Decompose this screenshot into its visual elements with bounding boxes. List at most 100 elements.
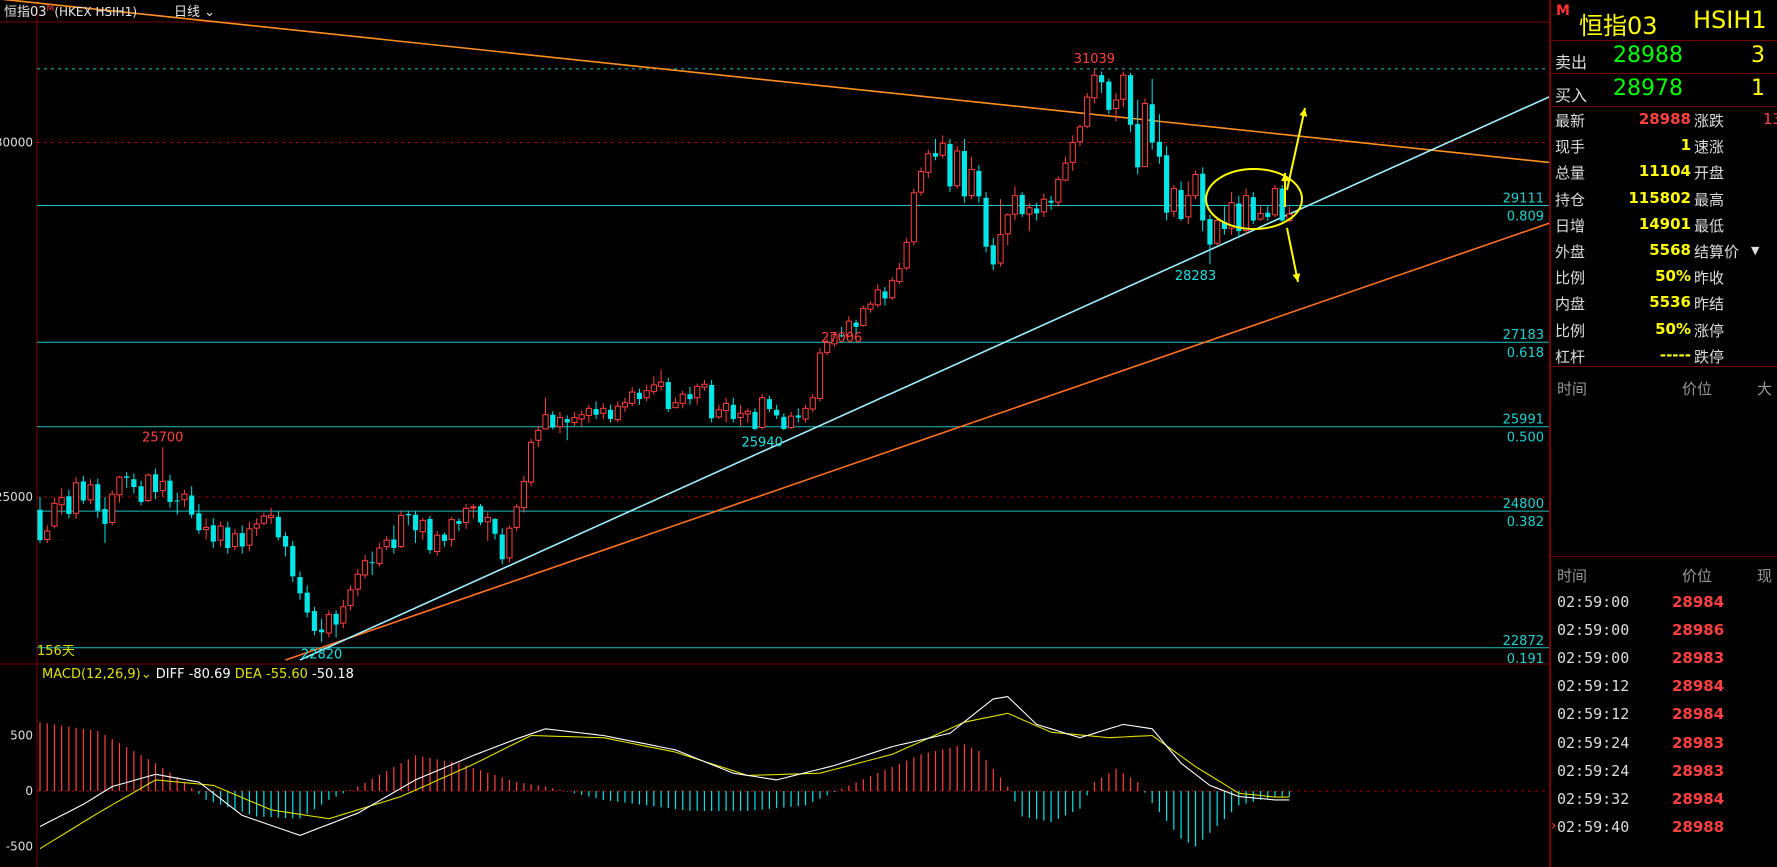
candle-body [621, 402, 629, 408]
arrow-down [1286, 227, 1299, 283]
tick-time: 02:59:12 [1557, 705, 1630, 724]
candle-body [282, 535, 289, 547]
candle-body [369, 562, 375, 564]
trendline [285, 222, 1549, 661]
macd-panel: 500 0 -500 MACD(12,26,9)⌄ DIFF -80.69 DEA -… [6, 667, 1549, 853]
candle-body [124, 476, 130, 478]
tick-row[interactable]: 02:59:00 28984 [1551, 589, 1777, 617]
price-annotation: 31039 [1074, 52, 1115, 67]
stat-label: 比例 [1555, 321, 1586, 340]
chart-frame [0, 0, 1549, 867]
candle-body [1164, 155, 1170, 213]
stat-field-label: 最高 [1694, 190, 1725, 209]
price-annotation: 28283 [1175, 269, 1216, 284]
tick-time: 02:59:32 [1557, 789, 1630, 808]
tick-row[interactable]: 02:59:12 28984 [1551, 701, 1777, 729]
tick-row[interactable]: 02:59:24 28983 [1551, 730, 1777, 758]
candle-body [766, 399, 773, 410]
stat-value: ----- [1659, 345, 1691, 364]
tick-price: 28984 [1672, 593, 1725, 611]
stat-row: 日增 14901 最低 [1551, 215, 1777, 241]
candle-body [196, 513, 202, 531]
candle-body [405, 513, 411, 516]
fib-price-label: 25991 [1503, 413, 1544, 428]
candle-body [1011, 195, 1019, 215]
tick-time: 02:59:24 [1557, 733, 1630, 752]
candle-body [542, 414, 549, 430]
stat-field-label: 涨跌 [1694, 112, 1725, 130]
candle-body [145, 474, 152, 502]
candle-body [809, 397, 816, 410]
tick-row[interactable]: 02:59:32 28984 [1551, 786, 1777, 814]
candle-body [839, 335, 845, 337]
tick-row[interactable]: 02:59:00 28986 [1551, 617, 1777, 645]
candle-body [867, 303, 874, 310]
tick-price: 28984 [1672, 789, 1725, 808]
candle-body [260, 515, 267, 524]
candle-body [462, 507, 470, 523]
candle-body [333, 613, 339, 625]
candles [37, 68, 1293, 643]
candle-body [932, 153, 939, 157]
candle-body [340, 606, 347, 624]
trendline [1, 0, 1549, 164]
candle-body [722, 402, 730, 411]
buy-row[interactable]: 买入 28978 1 [1551, 74, 1777, 107]
candle-body [1242, 195, 1250, 231]
candle-body [593, 409, 599, 415]
tick-header-price: 价位 [1682, 567, 1713, 585]
macd-tick-label: 500 [10, 728, 33, 742]
candle-body [1127, 75, 1134, 125]
fib-price-label: 29111 [1503, 192, 1544, 207]
candle-body [874, 289, 881, 306]
fib-labels: 29111 0.809 27183 0.618 25991 0.500 24800 0.382… [1503, 192, 1544, 667]
stat-label: 持仓 [1555, 190, 1586, 209]
candle-body [73, 482, 80, 514]
price-annotation: 27006 [821, 331, 862, 346]
candle-body [297, 577, 303, 594]
stat-row: 总量 11104 开盘 [1551, 162, 1777, 188]
stat-field-label: 跌停 [1694, 347, 1725, 366]
tick-row[interactable]: 02:59:00 28983 [1551, 645, 1777, 673]
stat-label: 内盘 [1555, 295, 1586, 314]
candle-body [1112, 99, 1120, 109]
sell-row[interactable]: 卖出 28988 3 [1551, 41, 1777, 74]
candle-body [499, 534, 505, 560]
candle-body [434, 534, 441, 553]
stat-value: 11104 [1638, 162, 1691, 181]
candle-body [701, 383, 708, 388]
macd-tick-label: 0 [25, 784, 33, 798]
tick-row[interactable]: 02:59:24 28983 [1551, 758, 1777, 786]
candle-body [694, 385, 701, 399]
candle-body [1106, 81, 1112, 110]
stat-label: 总量 [1555, 164, 1586, 183]
candle-body [600, 407, 607, 414]
candle-body [831, 334, 838, 345]
dropdown-icon[interactable]: ▼ [1751, 244, 1760, 257]
candle-body [556, 417, 564, 428]
chart-titles: 恒指03M(HKEX HSIH1) 日线 ⌄ [4, 4, 215, 20]
stat-value: 115802 [1628, 188, 1691, 207]
price-lines: 30000 25000 [0, 68, 1549, 649]
candle-body [419, 519, 426, 533]
tick-row[interactable]: › 02:59:40 28988 [1551, 814, 1777, 842]
period-selector[interactable]: 日线 ⌄ [174, 5, 215, 20]
fib-ratio-label: 0.500 [1507, 431, 1544, 446]
stat-row: 杠杆 ----- 跌停 [1551, 346, 1777, 372]
kline-chart[interactable]: 30000 25000 31039 27006 25700 25940 28283 2282… [0, 0, 1549, 867]
candle-body [1221, 221, 1227, 229]
candle-body [571, 417, 578, 424]
fib-price-label: 27183 [1503, 328, 1544, 343]
candle-body [427, 518, 433, 551]
tick-header-vol: 现 [1757, 567, 1773, 585]
candle-body [37, 509, 43, 541]
tick-price: 28983 [1672, 761, 1725, 780]
tick-time: 02:59:00 [1557, 621, 1630, 640]
candle-body [441, 534, 448, 541]
tick-row[interactable]: 02:59:12 28984 [1551, 673, 1777, 701]
candle-body [679, 393, 686, 404]
candle-body [131, 479, 137, 488]
candle-body [853, 322, 859, 327]
candle-body [80, 481, 86, 501]
candle-body [484, 517, 491, 523]
